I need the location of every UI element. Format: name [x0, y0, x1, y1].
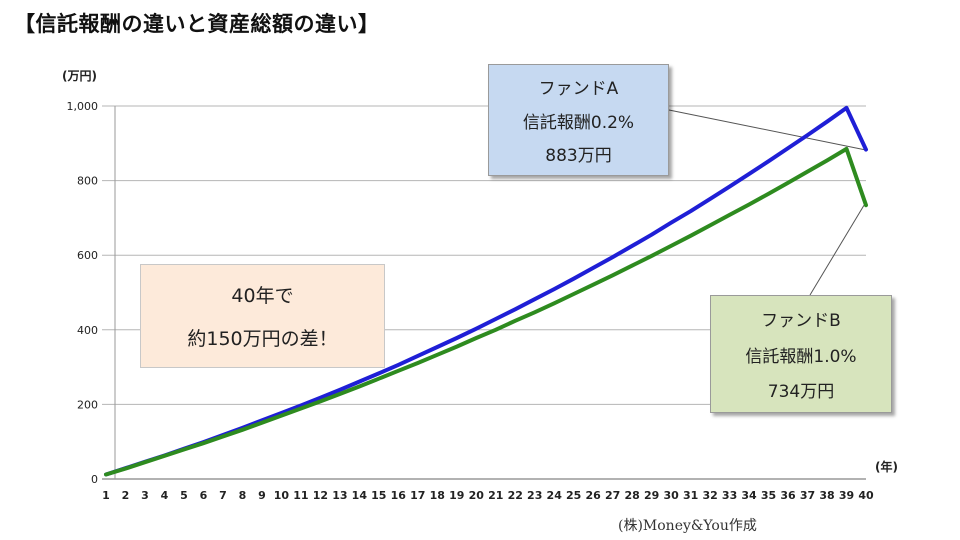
difference-period: 40年で: [231, 285, 294, 307]
x-tick-label: 37: [800, 489, 815, 502]
y-tick-label: 0: [91, 473, 98, 486]
x-tick-label: 16: [391, 489, 407, 502]
x-tick-label: 25: [566, 489, 581, 502]
difference-amount: 約150万円の差！: [187, 328, 338, 350]
x-tick-label: 1: [102, 489, 110, 502]
fund-a-leader-line: [668, 109, 865, 151]
fund-a-callout: ファンドA 信託報酬0.2% 883万円: [488, 64, 669, 176]
x-tick-label: 7: [219, 489, 227, 502]
x-tick-label: 27: [605, 489, 620, 502]
x-tick-label: 35: [761, 489, 776, 502]
fund-b-leader-line: [809, 204, 865, 296]
x-tick-label: 2: [122, 489, 130, 502]
fund-b-callout: ファンドB 信託報酬1.0% 734万円: [710, 295, 892, 413]
page-title: 【信託報酬の違いと資産総額の違い】: [14, 12, 380, 36]
y-tick-label: 200: [77, 398, 98, 411]
x-tick-label: 33: [722, 489, 737, 502]
fund-b-fee: 信託報酬1.0%: [745, 346, 857, 367]
x-tick-label: 36: [780, 489, 796, 502]
x-tick-label: 34: [741, 489, 757, 502]
x-tick-label: 4: [161, 489, 169, 502]
x-tick-label: 13: [332, 489, 347, 502]
x-tick-label: 23: [527, 489, 542, 502]
x-tick-label: 39: [839, 489, 854, 502]
y-tick-label: 400: [77, 324, 98, 337]
x-tick-label: 8: [239, 489, 247, 502]
x-tick-label: 29: [644, 489, 659, 502]
x-tick-label: 22: [508, 489, 523, 502]
fund-a-fee: 信託報酬0.2%: [522, 112, 635, 133]
x-tick-label: 38: [819, 489, 834, 502]
x-tick-label: 19: [449, 489, 464, 502]
x-tick-label: 3: [141, 489, 149, 502]
x-tick-label: 6: [200, 489, 208, 502]
x-tick-label: 26: [586, 489, 602, 502]
y-tick-label: 600: [77, 249, 98, 262]
x-tick-label: 10: [274, 489, 290, 502]
x-tick-label: 28: [624, 489, 639, 502]
x-tick-label: 11: [293, 489, 308, 502]
x-tick-label: 12: [313, 489, 328, 502]
x-tick-label: 5: [180, 489, 188, 502]
x-tick-label: 14: [352, 489, 368, 502]
y-tick-label: 1,000: [67, 100, 99, 113]
fund-a-total: 883万円: [545, 146, 612, 167]
x-tick-label: 15: [371, 489, 386, 502]
leader-lines: [668, 109, 865, 296]
x-tick-label: 40: [858, 489, 874, 502]
x-tick-label: 32: [702, 489, 717, 502]
y-tick-label: 800: [77, 175, 98, 188]
series-layer: [104, 105, 868, 477]
x-tick-label: 31: [683, 489, 698, 502]
x-unit-label: (年): [875, 459, 898, 474]
x-tick-label: 9: [258, 489, 266, 502]
fund-b-total: 734万円: [767, 381, 835, 402]
x-tick-label: 21: [488, 489, 503, 502]
x-tick-label: 30: [663, 489, 679, 502]
x-tick-label: 24: [547, 489, 563, 502]
difference-callout: 40年で 約150万円の差！: [140, 264, 385, 368]
x-tick-label: 20: [469, 489, 485, 502]
y-unit-label: (万円): [62, 69, 97, 83]
source-credit: (株)Money&You作成: [618, 518, 757, 534]
series-line-fund-b: [104, 146, 868, 477]
fund-b-name: ファンドB: [761, 311, 841, 332]
x-tick-label: 17: [410, 489, 425, 502]
fund-a-name: ファンドA: [538, 78, 619, 99]
x-tick-label: 18: [430, 489, 445, 502]
